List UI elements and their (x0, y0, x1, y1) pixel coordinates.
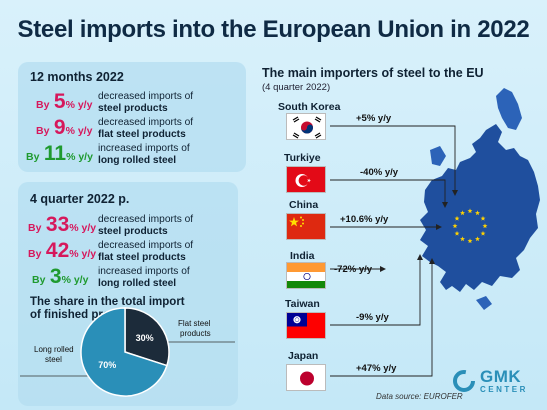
eu-star-icon (454, 230, 460, 236)
pie-slice-long-rolled-steel (80, 307, 168, 397)
connector-turkiye (330, 179, 446, 204)
quarter-row: By 3% y/y increased imports of long rolle… (18, 264, 258, 290)
annual-row: By 5% y/y decreased imports of steel prod… (18, 89, 258, 115)
eu-star-icon (467, 238, 473, 244)
country-name-south-korea: South Korea (278, 101, 341, 113)
eu-star-icon (454, 215, 460, 221)
eu-star-icon (460, 236, 465, 242)
page-title: Steel imports into the European Union in… (17, 16, 530, 43)
change-value: By 11% y/y (26, 142, 93, 165)
importers-title: The main importers of steel to the EU (262, 66, 484, 80)
brand-subname: CENTER (480, 385, 528, 394)
change-value: By 42% y/y (28, 239, 97, 262)
importers-subtitle: (4 quarter 2022) (262, 82, 331, 93)
country-name-japan: Japan (288, 350, 319, 362)
turkiye-flag (286, 166, 326, 193)
eu-star-icon (452, 223, 458, 229)
country-name-india: India (290, 250, 315, 262)
pie-value-label: 30% (136, 333, 154, 343)
eu-star-icon (475, 236, 480, 242)
quarter-heading: 4 quarter 2022 p. (30, 192, 130, 206)
india-flag (286, 262, 326, 289)
change-value: By 33% y/y (28, 213, 97, 236)
change-description: decreased imports of flat steel products (98, 117, 194, 140)
change-description: increased imports of long rolled steel (98, 266, 190, 289)
pie-value-label: 70% (98, 360, 116, 370)
long-steel-label: Long rolled steel (34, 345, 74, 364)
change-value: By 5% y/y (36, 90, 93, 113)
eu-stars (452, 208, 488, 244)
gmk-logo-icon (453, 370, 475, 392)
change-description: decreased imports of flat steel products (98, 240, 194, 263)
flat-steel-label: Flat steel products (178, 319, 211, 338)
change-description: decreased imports of steel products (98, 214, 194, 237)
south-korea-flag (286, 113, 326, 140)
connector-taiwan (330, 258, 421, 326)
eu-star-icon (467, 208, 473, 214)
change-china: +10.6% y/y (340, 214, 389, 225)
eu-star-icon (482, 223, 488, 229)
change-value: By 9% y/y (36, 116, 93, 139)
eu-star-icon (480, 215, 486, 221)
connector-south-korea (330, 125, 456, 192)
data-source: Data source: EUROFER (376, 392, 463, 401)
annual-heading: 12 months 2022 (30, 70, 124, 84)
china-flag (286, 213, 326, 240)
change-taiwan: -9% y/y (356, 312, 389, 323)
change-value: By 3% y/y (32, 265, 89, 288)
quarter-row: By 42% y/y decreased imports of flat stee… (18, 238, 258, 264)
country-name-turkiye: Turkiye (284, 152, 321, 164)
change-description: decreased imports of steel products (98, 91, 194, 114)
connector-arrowheads (380, 190, 458, 272)
connector-japan (330, 262, 433, 377)
change-turkiye: -40% y/y (360, 167, 399, 178)
change-india: -72% y/y (334, 264, 373, 275)
brand-logo: GMK CENTER (452, 367, 532, 397)
eu-map (420, 88, 540, 310)
annual-row: By 9% y/y decreased imports of flat steel… (18, 115, 258, 141)
brand-name: GMK (480, 367, 522, 386)
change-south-korea: +5% y/y (356, 113, 392, 124)
country-name-taiwan: Taiwan (285, 298, 320, 310)
annual-panel: 12 months 2022 By 5% y/y decreased impor… (18, 62, 246, 172)
connector-lines (330, 125, 456, 377)
pie-slice-flat-steel (124, 307, 170, 367)
annual-row: By 11% y/y increased imports of long roll… (18, 141, 258, 167)
eu-star-icon (475, 210, 480, 216)
share-pie-chart: 30% 70% Flat steel products Long rolled ste… (20, 307, 235, 397)
country-name-china: China (289, 199, 319, 211)
japan-flag (286, 364, 326, 391)
quarter-row: By 33% y/y decreased imports of steel pro… (18, 212, 258, 238)
eu-star-icon (480, 230, 486, 236)
change-japan: +47% y/y (356, 363, 397, 374)
taiwan-flag (286, 312, 326, 339)
change-description: increased imports of long rolled steel (98, 143, 190, 166)
eu-star-icon (460, 210, 465, 216)
